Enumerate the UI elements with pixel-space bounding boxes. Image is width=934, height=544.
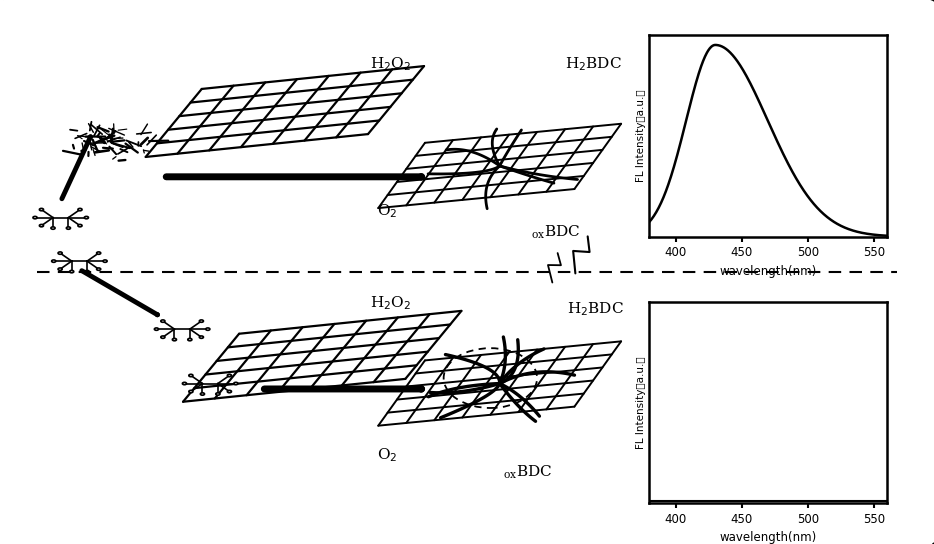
Circle shape	[216, 393, 219, 395]
Circle shape	[103, 260, 107, 262]
Circle shape	[154, 328, 159, 330]
Text: O$_2$: O$_2$	[377, 447, 398, 465]
Circle shape	[96, 252, 101, 254]
Circle shape	[51, 227, 55, 229]
Circle shape	[188, 338, 191, 341]
Circle shape	[189, 374, 193, 376]
Text: H$_2$O$_2$: H$_2$O$_2$	[370, 55, 411, 73]
Circle shape	[85, 270, 89, 273]
Circle shape	[199, 336, 204, 338]
Circle shape	[66, 227, 70, 229]
Text: H$_2$O$_2$: H$_2$O$_2$	[370, 294, 411, 312]
Circle shape	[58, 268, 63, 270]
Circle shape	[39, 208, 44, 211]
X-axis label: wavelength(nm): wavelength(nm)	[719, 265, 817, 278]
Circle shape	[78, 208, 82, 211]
Circle shape	[96, 268, 101, 270]
Circle shape	[84, 217, 89, 219]
Circle shape	[39, 225, 44, 227]
Circle shape	[201, 393, 205, 395]
Circle shape	[205, 328, 210, 330]
Circle shape	[33, 217, 37, 219]
Circle shape	[189, 391, 193, 393]
Text: H$_2$BDC: H$_2$BDC	[568, 300, 624, 318]
Y-axis label: FL Intensity（a.u.）: FL Intensity（a.u.）	[636, 356, 646, 449]
Circle shape	[182, 382, 187, 385]
Text: $_{\mathregular{ox}}$BDC: $_{\mathregular{ox}}$BDC	[531, 224, 580, 242]
Circle shape	[199, 320, 204, 322]
Circle shape	[234, 382, 238, 385]
Circle shape	[58, 252, 63, 254]
Circle shape	[161, 336, 165, 338]
X-axis label: wavelength(nm): wavelength(nm)	[719, 531, 817, 544]
Circle shape	[51, 260, 56, 262]
Circle shape	[227, 374, 232, 376]
Y-axis label: FL Intensity（a.u.）: FL Intensity（a.u.）	[636, 90, 646, 182]
Circle shape	[161, 320, 165, 322]
Circle shape	[78, 225, 82, 227]
Circle shape	[227, 391, 232, 393]
Text: $_{\mathregular{ox}}$BDC: $_{\mathregular{ox}}$BDC	[503, 463, 552, 481]
Text: H$_2$BDC: H$_2$BDC	[565, 55, 621, 73]
Text: O$_2$: O$_2$	[377, 202, 398, 220]
Circle shape	[173, 338, 177, 341]
Circle shape	[70, 270, 74, 273]
